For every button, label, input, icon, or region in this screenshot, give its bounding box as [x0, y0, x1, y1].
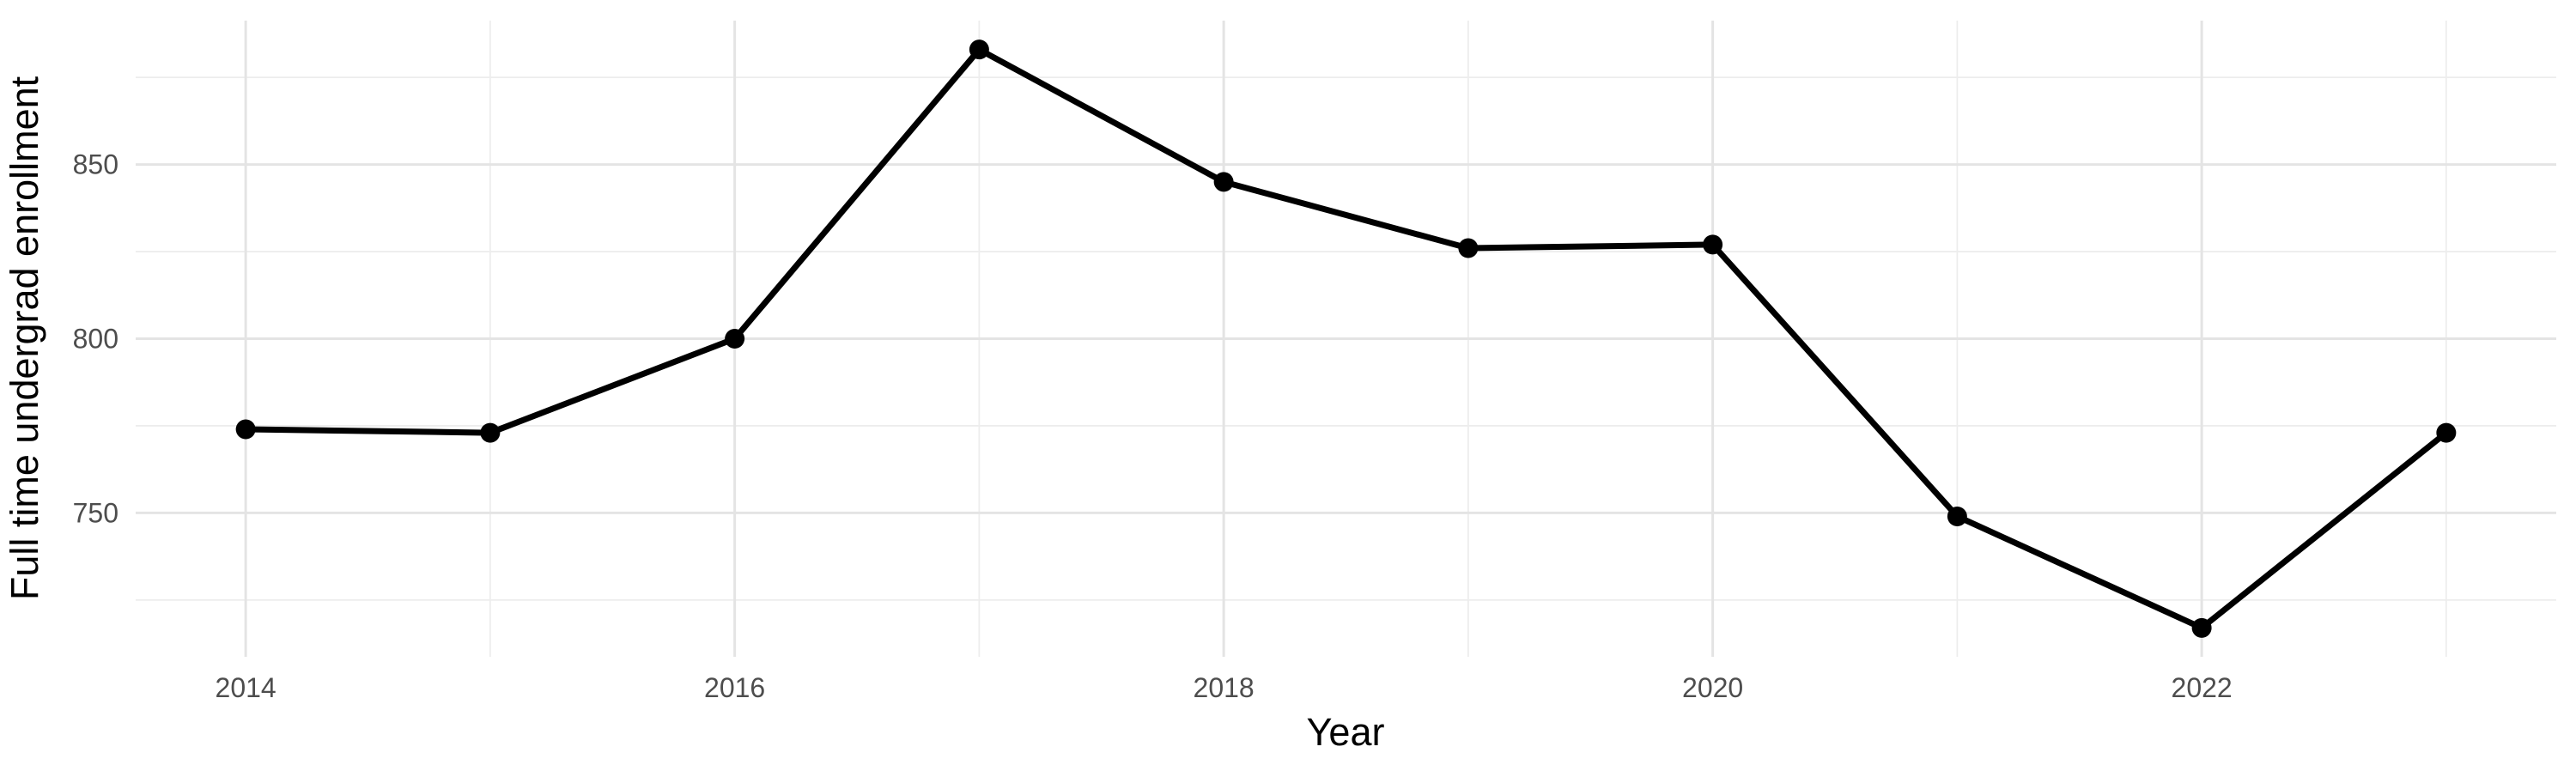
y-tick-label: 750 — [73, 497, 118, 528]
data-point — [1213, 172, 1234, 192]
x-tick-label: 2020 — [1682, 672, 1743, 703]
series-line-group — [242, 46, 2450, 631]
data-point — [2191, 617, 2212, 638]
x-tick-label: 2022 — [2172, 672, 2233, 703]
data-point — [1947, 506, 1967, 526]
data-point — [725, 329, 745, 349]
x-tick-label: 2014 — [216, 672, 276, 703]
data-point — [969, 39, 989, 60]
data-point — [235, 419, 256, 440]
y-tick-label: 850 — [73, 149, 118, 180]
y-tick-label: 800 — [73, 324, 118, 355]
x-tick-label: 2018 — [1194, 672, 1255, 703]
data-point — [2436, 422, 2457, 443]
data-points-group — [235, 39, 2457, 638]
series-line — [242, 46, 2450, 631]
data-point — [1703, 234, 1723, 255]
y-axis-tick-labels: 750 800 850 — [73, 149, 118, 529]
data-point — [1458, 238, 1479, 258]
y-axis-title: Full time undergrad enrollment — [3, 76, 46, 600]
gridlines-major — [136, 21, 2556, 657]
x-axis-title: Year — [1307, 710, 1385, 754]
x-axis-tick-labels: 2014 2016 2018 2020 2022 — [216, 672, 2233, 703]
data-point — [480, 422, 501, 443]
x-tick-label: 2016 — [704, 672, 765, 703]
